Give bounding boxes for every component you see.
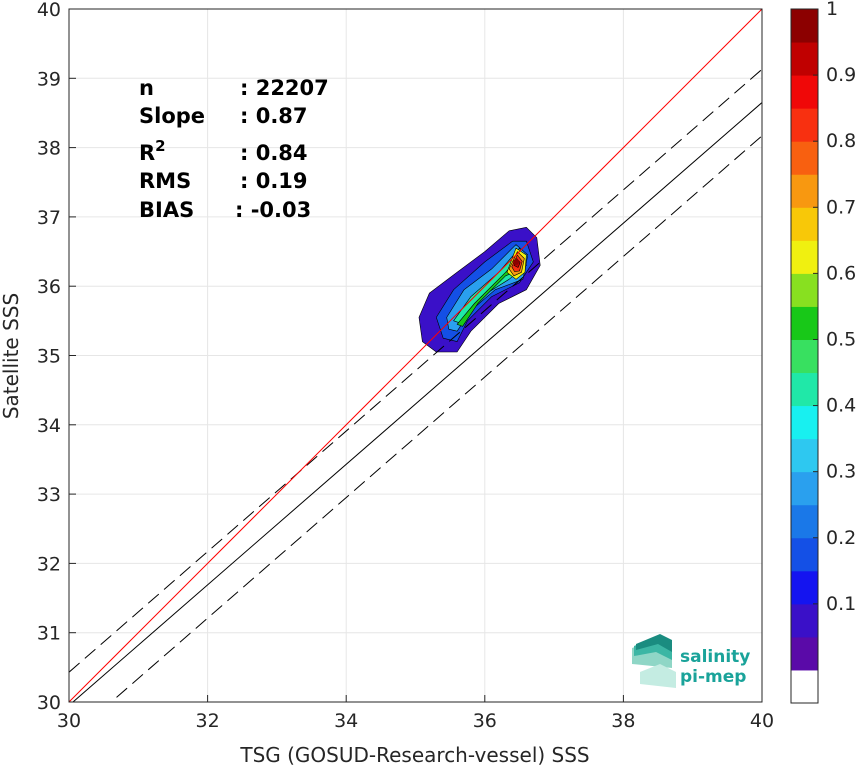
stat-name-1: Slope (139, 104, 205, 128)
stat-name-0: n (139, 76, 154, 100)
density-contours (418, 227, 541, 353)
colorbar-band-2 (791, 603, 818, 638)
colorbar-band-0 (791, 669, 818, 704)
stat-value-2: : 0.84 (240, 141, 308, 165)
colorbar-band-18 (791, 75, 818, 109)
y-tick-label-1: 31 (37, 623, 61, 645)
grid (68, 8, 763, 703)
stat-value-3: : 0.19 (240, 169, 308, 193)
colorbar-band-15 (791, 174, 818, 208)
colorbar-tick-label-1: 0.2 (826, 527, 856, 549)
colorbar-band-14 (791, 207, 818, 241)
colorbar-tick-label-9: 1 (826, 0, 838, 20)
stat-value-1: : 0.87 (240, 104, 308, 128)
colorbar-band-13 (791, 240, 818, 274)
colorbar-tick-label-3: 0.4 (826, 395, 856, 417)
y-tick-label-4: 34 (37, 415, 61, 437)
colorbar-tick-label-4: 0.5 (826, 328, 856, 350)
x-tick-label-0: 30 (57, 710, 81, 732)
y-axis-label: Satellite SSS (0, 293, 23, 419)
colorbar-band-3 (791, 570, 818, 605)
salinity-pimep-logo: salinity pi-mep (632, 634, 750, 688)
stat-name-3: RMS (139, 169, 191, 193)
stat-value-0: : 22207 (240, 76, 329, 100)
colorbar-band-1 (791, 636, 818, 671)
stat-value-4: : -0.03 (235, 198, 311, 222)
colorbar: 0.1 0.2 0.3 0.4 0.5 0.6 0.7 0.8 0.9 1 (790, 0, 856, 704)
y-tick-label-2: 32 (37, 553, 61, 575)
colorbar-band-19 (791, 42, 818, 76)
fit-lines (69, 9, 762, 702)
colorbar-tick-label-0: 0.1 (826, 593, 856, 615)
upper-confidence-line (69, 68, 762, 673)
x-tick-label-2: 34 (334, 710, 358, 732)
colorbar-band-5 (791, 504, 818, 539)
y-tick-label-7: 37 (37, 207, 61, 229)
y-tick-label-9: 39 (37, 68, 61, 90)
colorbar-band-4 (791, 537, 818, 572)
identity-line (69, 9, 762, 702)
colorbar-tick-label-6: 0.7 (826, 196, 856, 218)
colorbar-band-16 (791, 141, 818, 175)
y-tick-label-8: 38 (37, 138, 61, 160)
logo-line2: pi-mep (680, 667, 746, 687)
y-tick-label-10: 40 (37, 0, 61, 21)
x-tick-label-1: 32 (196, 710, 220, 732)
colorbar-tick-label-2: 0.3 (826, 461, 856, 483)
density-peak (512, 258, 519, 265)
y-ticks: 30 31 32 33 34 35 36 37 38 39 40 (37, 0, 76, 714)
y-tick-label-5: 35 (37, 346, 61, 368)
stat-sup-2: 2 (155, 137, 165, 155)
logo-line1: salinity (680, 647, 750, 667)
colorbar-tick-label-5: 0.6 (826, 262, 856, 284)
x-axis-label: TSG (GOSUD-Research-vessel) SSS (239, 743, 589, 767)
colorbar-band-11 (791, 306, 818, 340)
colorbar-band-17 (791, 108, 818, 142)
x-ticks: 30 32 34 36 38 40 (57, 695, 774, 732)
colorbar-band-8 (791, 405, 818, 440)
colorbar-band-20 (791, 9, 818, 43)
y-tick-label-6: 36 (37, 276, 61, 298)
x-tick-label-3: 36 (473, 710, 497, 732)
y-tick-label-3: 33 (37, 484, 61, 506)
x-tick-label-4: 38 (611, 710, 635, 732)
colorbar-band-7 (791, 438, 818, 473)
colorbar-band-9 (791, 372, 818, 407)
colorbar-tick-label-7: 0.8 (826, 130, 856, 152)
y-tick-label-0: 30 (37, 692, 61, 714)
colorbar-band-10 (791, 339, 818, 374)
colorbar-band-12 (791, 273, 818, 307)
x-tick-label-5: 40 (750, 710, 774, 732)
colorbar-band-6 (791, 471, 818, 506)
regression-line (72, 102, 762, 702)
lower-confidence-line (110, 135, 762, 702)
logo-mark-icon (632, 634, 676, 688)
colorbar-tick-label-8: 0.9 (826, 64, 856, 86)
colorbar-frame (790, 8, 819, 704)
stat-name-4: BIAS (139, 198, 194, 222)
